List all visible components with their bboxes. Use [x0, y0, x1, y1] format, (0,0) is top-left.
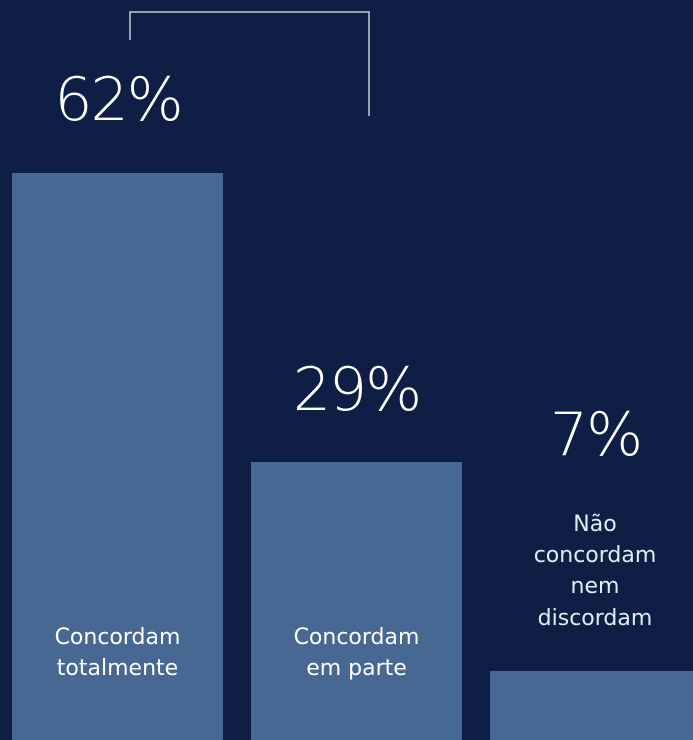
bar-concordam-em-parte — [251, 462, 462, 740]
category-label-concordam-em-parte: Concordam em parte — [293, 625, 420, 682]
value-label-nao-concordam-nem-discordam: 7% — [549, 400, 643, 470]
bar-nao-concordam-nem-discordam — [490, 671, 693, 740]
value-label-concordam-totalmente: 62% — [54, 65, 183, 135]
value-label-concordam-em-parte: 29% — [292, 355, 422, 425]
bar-concordam-totalmente — [12, 173, 223, 740]
category-label-concordam-totalmente: Concordam totalmente — [54, 625, 181, 682]
category-label-nao-concordam-nem-discordam: Não concordam nem discordam — [533, 512, 657, 631]
